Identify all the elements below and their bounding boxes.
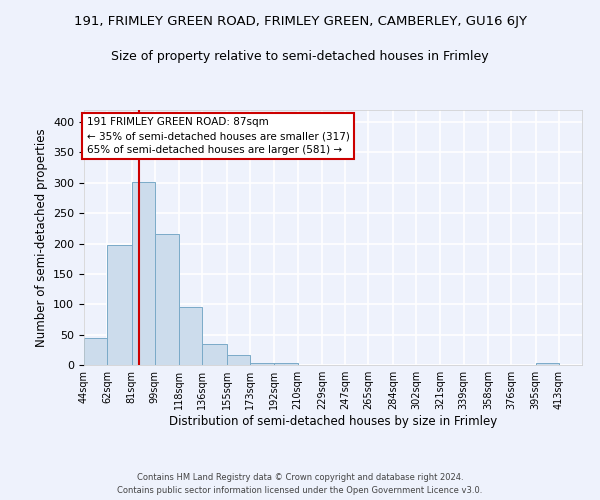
Text: Size of property relative to semi-detached houses in Frimley: Size of property relative to semi-detach… [111,50,489,63]
Bar [250,362,274,365]
Bar [274,362,298,365]
Bar [84,338,107,365]
Bar [227,354,250,365]
Text: Contains HM Land Registry data © Crown copyright and database right 2024.
Contai: Contains HM Land Registry data © Crown c… [118,474,482,495]
Text: 191, FRIMLEY GREEN ROAD, FRIMLEY GREEN, CAMBERLEY, GU16 6JY: 191, FRIMLEY GREEN ROAD, FRIMLEY GREEN, … [74,15,527,28]
Text: 191 FRIMLEY GREEN ROAD: 87sqm
← 35% of semi-detached houses are smaller (317)
65: 191 FRIMLEY GREEN ROAD: 87sqm ← 35% of s… [86,118,349,156]
Bar [202,344,227,365]
Bar [155,234,179,365]
Bar [131,182,155,365]
Bar [107,246,131,365]
Bar [536,362,559,365]
Y-axis label: Number of semi-detached properties: Number of semi-detached properties [35,128,47,347]
Bar [179,308,202,365]
X-axis label: Distribution of semi-detached houses by size in Frimley: Distribution of semi-detached houses by … [169,415,497,428]
